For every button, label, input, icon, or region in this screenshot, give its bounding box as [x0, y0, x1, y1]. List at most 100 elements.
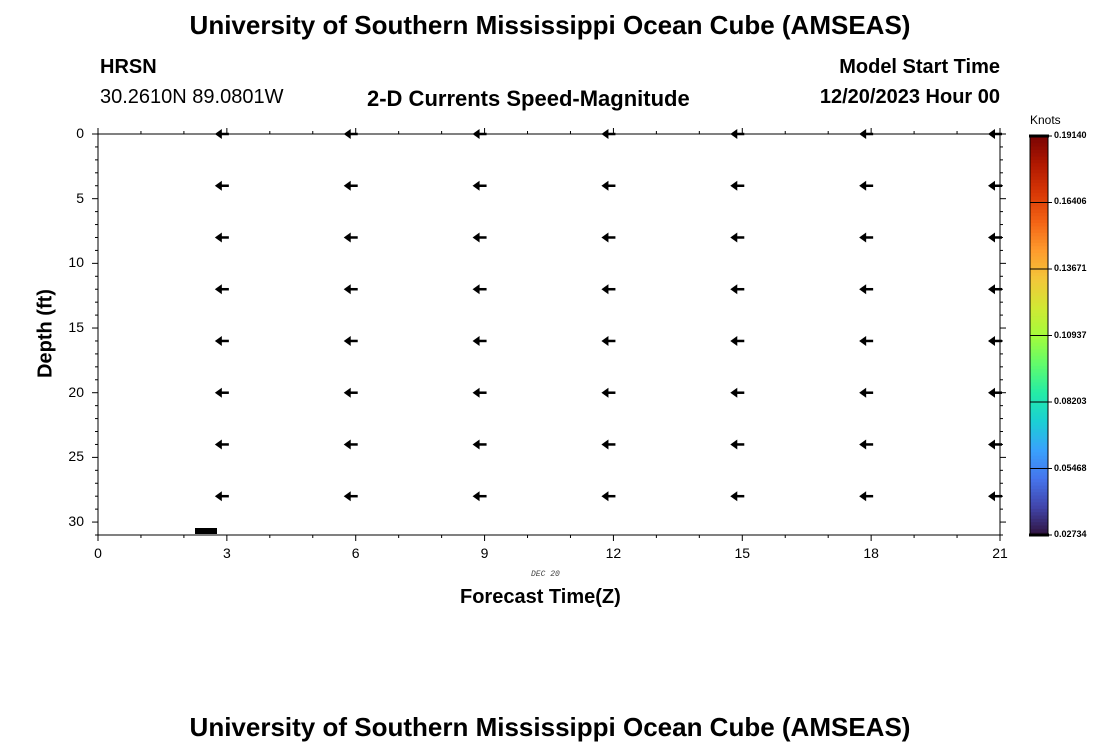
colorbar-segment — [1030, 402, 1048, 406]
colorbar-segment — [1030, 152, 1048, 157]
current-vectors — [214, 129, 1002, 502]
y-tick-label: 0 — [76, 125, 84, 141]
colorbar-segment — [1030, 468, 1048, 473]
colorbar-segment — [1030, 481, 1048, 486]
colorbar-segment — [1030, 288, 1048, 293]
colorbar-segment — [1030, 145, 1048, 150]
current-vector-arrow — [343, 387, 358, 398]
colorbar-segment — [1030, 249, 1048, 253]
colorbar-segment — [1030, 235, 1048, 240]
colorbar-segment — [1030, 136, 1048, 140]
colorbar-segment — [1030, 149, 1048, 154]
colorbar-label: Knots — [1030, 113, 1061, 127]
colorbar-segment — [1030, 485, 1048, 489]
current-vector-arrow — [601, 232, 616, 243]
colorbar-segment — [1030, 182, 1048, 187]
colorbar-segment — [1030, 162, 1048, 167]
colorbar-segment — [1030, 239, 1048, 243]
x-tick-label: 21 — [992, 545, 1008, 561]
colorbar-segment — [1030, 405, 1048, 410]
y-tick-label: 20 — [68, 383, 84, 400]
colorbar-segment — [1030, 388, 1048, 393]
current-vector-arrow — [214, 439, 229, 450]
colorbar-segment — [1030, 199, 1048, 203]
y-tick-label: 25 — [68, 448, 84, 465]
current-vector-arrow — [343, 439, 358, 450]
colorbar-segment — [1030, 278, 1048, 283]
footer-title: University of Southern Mississippi Ocean… — [189, 712, 911, 742]
colorbar-segment — [1030, 411, 1048, 416]
colorbar-segment — [1030, 192, 1048, 197]
axis-ticks — [92, 128, 1006, 541]
current-vector-arrow — [601, 335, 616, 346]
y-tick-label: 30 — [68, 513, 84, 530]
x-axis-label: Forecast Time(Z) — [460, 586, 621, 608]
colorbar-segment — [1030, 295, 1048, 300]
y-tick-label: 10 — [68, 254, 84, 271]
colorbar-segment — [1030, 498, 1048, 503]
colorbar-segment — [1030, 352, 1048, 356]
colorbar-segment — [1030, 408, 1048, 413]
current-vector-arrow — [601, 387, 616, 398]
colorbar-segment — [1030, 488, 1048, 493]
model-start-value: 12/20/2023 Hour 00 — [819, 86, 1000, 108]
current-vector-arrow — [343, 335, 358, 346]
colorbar-segment — [1030, 428, 1048, 433]
current-vector-arrow — [472, 439, 487, 450]
colorbar-segment — [1030, 385, 1048, 390]
colorbar-segment — [1030, 478, 1048, 483]
current-vector-arrow — [601, 180, 616, 191]
colorbar-tick-label: 0.05468 — [1054, 462, 1087, 473]
colorbar-segment — [1030, 245, 1048, 250]
colorbar-segment — [1030, 425, 1048, 430]
colorbar-segment — [1030, 505, 1048, 509]
colorbar-segment — [1030, 355, 1048, 360]
current-vector-arrow — [214, 284, 229, 295]
colorbar-segment — [1030, 308, 1048, 313]
current-vector-arrow — [472, 491, 487, 502]
current-vector-arrow — [214, 335, 229, 346]
colorbar-segment — [1030, 348, 1048, 353]
colorbar-segment — [1030, 325, 1048, 330]
current-vector-arrow — [214, 232, 229, 243]
current-vector-arrow — [472, 180, 487, 191]
current-vector-arrow — [343, 232, 358, 243]
station-name: HRSN — [100, 56, 157, 78]
current-vector-arrow — [730, 232, 745, 243]
current-vector-arrow — [859, 284, 874, 295]
colorbar-segment — [1030, 172, 1048, 177]
y-tick-label: 15 — [68, 319, 84, 336]
colorbar-segment — [1030, 175, 1048, 180]
colorbar-segment — [1030, 322, 1048, 327]
colorbar-segment — [1030, 435, 1048, 440]
current-vector-arrow — [859, 491, 874, 502]
current-vector-arrow — [214, 180, 229, 191]
colorbar-segment — [1030, 525, 1048, 529]
current-vector-arrow — [343, 284, 358, 295]
current-vector-arrow — [343, 180, 358, 191]
colorbar-tick-label: 0.16406 — [1054, 196, 1087, 207]
colorbar-segment — [1030, 259, 1048, 263]
colorbar-segment — [1030, 315, 1048, 320]
colorbar-segment — [1030, 365, 1048, 370]
colorbar-segment — [1030, 438, 1048, 443]
colorbar-segment — [1030, 292, 1048, 297]
colorbar-segment — [1030, 302, 1048, 307]
colorbar-segment — [1030, 242, 1048, 247]
colorbar-segment — [1030, 222, 1048, 227]
colorbar-segment — [1030, 305, 1048, 310]
colorbar-segment — [1030, 501, 1048, 506]
colorbar-segment — [1030, 528, 1048, 533]
colorbar-tick-label: 0.19140 — [1054, 130, 1087, 140]
colorbar-segment — [1030, 418, 1048, 423]
colorbar-segment — [1030, 318, 1048, 323]
colorbar-segment — [1030, 215, 1048, 220]
colorbar-segment — [1030, 475, 1048, 479]
current-vector-arrow — [859, 387, 874, 398]
colorbar-segment — [1030, 139, 1048, 144]
colorbar-segment — [1030, 415, 1048, 420]
colorbar-segment — [1030, 212, 1048, 217]
colorbar-segment — [1030, 252, 1048, 257]
colorbar-segment — [1030, 159, 1048, 164]
date-label: DEC 20 — [531, 570, 560, 579]
